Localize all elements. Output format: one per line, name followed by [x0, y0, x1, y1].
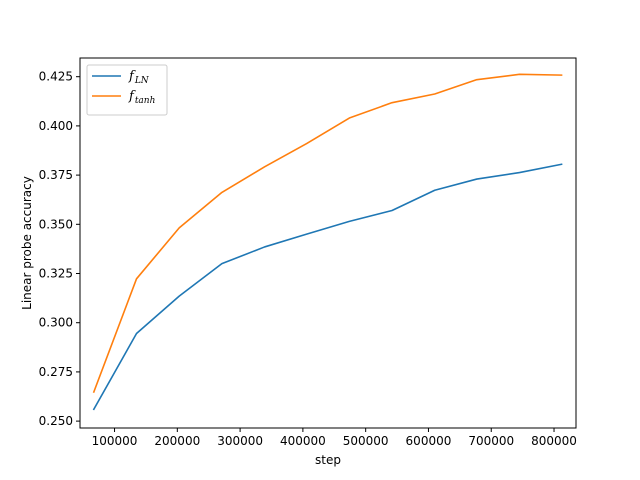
x-axis-label: step: [315, 453, 341, 467]
x-tick-label: 100000: [92, 434, 138, 448]
x-tick-label: 600000: [406, 434, 452, 448]
x-tick-label: 800000: [531, 434, 577, 448]
x-tick-label: 300000: [217, 434, 263, 448]
y-axis-ticks: 0.250 0.275 0.300 0.325 0.350 0.375 0.400 0.425: [39, 70, 80, 428]
legend-label-base: f: [128, 89, 136, 104]
series-line-1: [92, 73, 563, 394]
x-tick-label: 700000: [468, 434, 514, 448]
legend-label-0: fLN: [128, 69, 150, 86]
x-tick-label: 200000: [154, 434, 200, 448]
y-tick-label: 0.400: [39, 119, 73, 133]
legend-label-1: ftanh: [128, 89, 155, 106]
y-tick-label: 0.325: [39, 267, 73, 281]
legend-label-subscript: LN: [134, 76, 150, 86]
y-tick-label: 0.375: [39, 168, 73, 182]
y-tick-label: 0.275: [39, 365, 73, 379]
legend-box: [86, 64, 168, 116]
series-lines: [92, 73, 563, 411]
x-tick-label: 400000: [280, 434, 326, 448]
y-tick-label: 0.250: [39, 414, 73, 428]
y-tick-label: 0.425: [39, 70, 73, 84]
x-tick-label: 500000: [343, 434, 389, 448]
y-tick-label: 0.350: [39, 217, 73, 231]
x-axis-ticks: 100000 200000 300000 400000 500000 600000 7000…: [92, 428, 577, 448]
plot-frame: [79, 57, 577, 429]
series-line-0: [92, 163, 563, 411]
legend-label-subscript: tanh: [135, 96, 156, 106]
legend-label-base: f: [128, 69, 136, 84]
y-tick-label: 0.300: [39, 316, 73, 330]
y-axis-label: Linear probe accuracy: [20, 176, 34, 310]
